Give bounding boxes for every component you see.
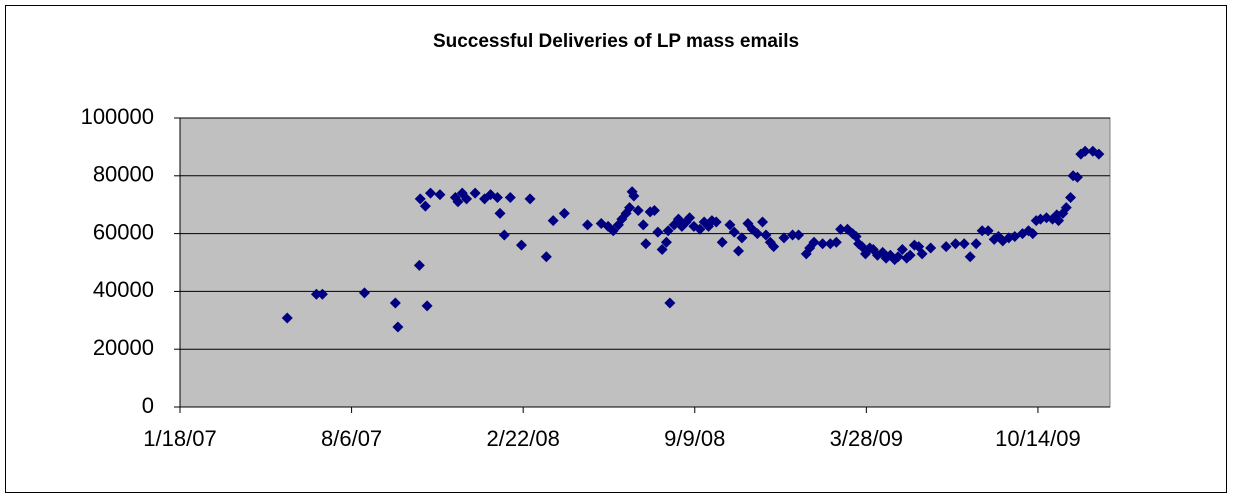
point: [835, 223, 847, 235]
point: [498, 229, 510, 241]
point: [469, 187, 481, 199]
point: [316, 288, 328, 300]
point: [1065, 191, 1077, 203]
point: [524, 193, 536, 205]
point: [904, 249, 916, 261]
x-tick-label: 3/28/09: [830, 426, 903, 451]
point: [733, 245, 745, 257]
plot-area: [179, 117, 1111, 408]
point: [760, 229, 772, 241]
y-tick-label: 20000: [93, 335, 154, 360]
point: [392, 321, 404, 333]
point: [877, 246, 889, 258]
chart-title: Successful Deliveries of LP mass emails: [433, 31, 799, 52]
point: [434, 189, 446, 201]
point: [515, 239, 527, 251]
point: [982, 225, 994, 237]
point: [1071, 171, 1083, 183]
point: [452, 196, 464, 208]
point: [640, 238, 652, 250]
point: [389, 297, 401, 309]
point: [684, 212, 696, 224]
point: [958, 238, 970, 250]
point: [817, 238, 829, 250]
point: [310, 288, 322, 300]
point: [964, 251, 976, 263]
point: [757, 216, 769, 228]
point: [808, 236, 820, 248]
point: [1027, 228, 1039, 240]
point: [768, 241, 780, 253]
point: [710, 216, 722, 228]
point: [664, 297, 676, 309]
point: [889, 254, 901, 266]
y-tick-label: 60000: [93, 219, 154, 244]
point: [793, 229, 805, 241]
x-tick-label: 8/6/07: [321, 426, 382, 451]
point: [880, 252, 892, 264]
point: [1053, 215, 1065, 227]
point: [414, 193, 426, 205]
point: [1060, 202, 1072, 214]
point: [652, 226, 664, 238]
y-tick-label: 40000: [93, 277, 154, 302]
y-tick-label: 80000: [93, 162, 154, 187]
point: [547, 215, 559, 227]
point: [1079, 145, 1091, 157]
x-tick-label: 9/9/08: [664, 426, 725, 451]
point: [970, 238, 982, 250]
point: [892, 251, 904, 263]
point: [628, 190, 640, 202]
point: [425, 187, 437, 199]
point: [916, 248, 928, 260]
point: [901, 252, 913, 264]
point: [736, 232, 748, 244]
point: [716, 236, 728, 248]
point: [694, 223, 706, 235]
point: [637, 219, 649, 231]
point: [1093, 148, 1105, 160]
point: [925, 242, 937, 254]
point: [940, 241, 952, 253]
point: [504, 191, 516, 203]
x-tick-label: 10/14/09: [995, 426, 1081, 451]
point: [494, 207, 506, 219]
point: [656, 243, 668, 255]
point: [491, 191, 503, 203]
point: [660, 236, 672, 248]
point: [648, 204, 660, 216]
point: [413, 259, 425, 271]
point: [624, 202, 636, 214]
point: [461, 193, 473, 205]
x-tick-label: 2/22/08: [486, 426, 559, 451]
point: [540, 251, 552, 263]
point: [421, 300, 433, 312]
point: [662, 225, 674, 237]
y-tick-label: 0: [142, 393, 154, 418]
point: [728, 226, 740, 238]
point: [830, 236, 842, 248]
point: [751, 228, 763, 240]
point: [558, 207, 570, 219]
point: [724, 219, 736, 231]
point: [632, 204, 644, 216]
point: [787, 229, 799, 241]
point: [896, 243, 908, 255]
y-tick-label: 100000: [81, 104, 154, 129]
point: [950, 238, 962, 250]
point: [358, 287, 370, 299]
point: [778, 232, 790, 244]
point: [582, 219, 594, 231]
point: [976, 225, 988, 237]
point: [419, 200, 431, 212]
point: [281, 312, 293, 324]
x-tick-label: 1/18/07: [143, 426, 216, 451]
